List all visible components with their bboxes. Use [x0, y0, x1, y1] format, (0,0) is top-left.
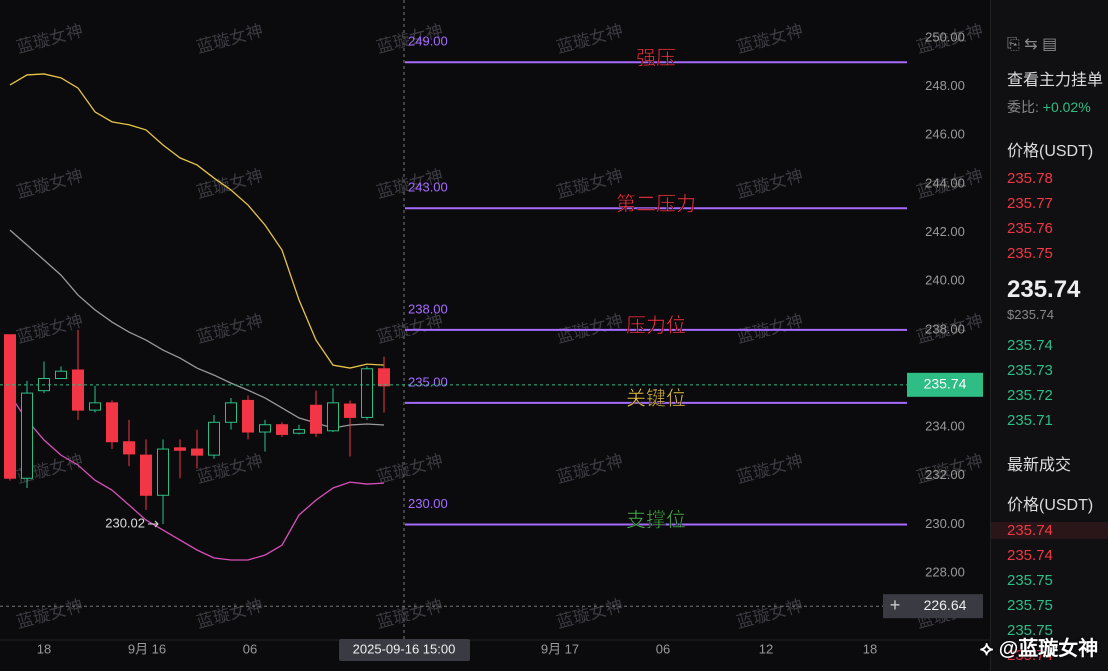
- y-tick-label: 238.00: [925, 321, 965, 336]
- candle-body: [225, 402, 237, 423]
- bid-price: 235.73: [1007, 362, 1053, 379]
- y-tick-label: 228.00: [925, 565, 965, 580]
- low-marker: 230.02: [105, 515, 145, 530]
- main-orders-link[interactable]: 查看主力挂单: [1007, 72, 1104, 89]
- y-tick-label: 242.00: [925, 224, 965, 239]
- ask-price: 235.76: [1007, 220, 1053, 237]
- candle-body: [361, 368, 373, 418]
- x-tick-label: 9月 16: [128, 641, 166, 656]
- y-tick-label: 244.00: [925, 175, 965, 190]
- candle-body: [123, 441, 135, 455]
- band-lower: [9, 394, 385, 561]
- last-price-tag: 235.74: [924, 376, 967, 392]
- candle-body: [208, 421, 220, 456]
- x-tick-label: 06: [243, 641, 257, 656]
- trades-header: 价格(USDT): [1007, 497, 1094, 514]
- y-tick-label: 234.00: [925, 419, 965, 434]
- y-tick-label: 248.00: [925, 78, 965, 93]
- price-header: 价格(USDT): [1007, 143, 1094, 160]
- trade-price: 235.74: [1007, 547, 1053, 564]
- crosshair-price: 226.64: [924, 597, 967, 613]
- y-tick-label: 232.00: [925, 467, 965, 482]
- bid-price: 235.71: [1007, 412, 1053, 429]
- ask-price: 235.75: [1007, 245, 1053, 262]
- trade-price: 235.74: [1007, 647, 1053, 664]
- level-name: 关键位: [626, 387, 686, 410]
- footer-watermark: ⟡ @蓝璇女神: [980, 638, 1099, 660]
- candle-body: [140, 454, 152, 496]
- candle-body: [344, 403, 356, 418]
- crosshair-price-bg: [907, 594, 983, 619]
- x-tick-label: 9月 17: [541, 641, 579, 656]
- footer-text: @蓝璇女神: [998, 638, 1099, 660]
- candle-body: [327, 402, 339, 432]
- y-tick-label: 246.00: [925, 127, 965, 142]
- crosshair-plus: +: [890, 595, 901, 615]
- x-tick-label: 18: [863, 641, 877, 656]
- level-price-label: 235.00: [408, 374, 448, 389]
- candle-body: [21, 392, 33, 479]
- trade-price: 235.75: [1007, 622, 1053, 639]
- last-price-tag-bg: [907, 372, 983, 397]
- last-price: 235.74: [1007, 276, 1081, 303]
- level-name: 第二压力: [616, 193, 696, 216]
- last-price-usd: $235.74: [1007, 307, 1054, 322]
- trade-price: 235.74: [991, 522, 1108, 539]
- y-tick-label: 250.00: [925, 29, 965, 44]
- crosshair-time: 2025-09-16 15:00: [353, 641, 456, 656]
- y-tick-label: 230.00: [925, 516, 965, 531]
- candle-body: [106, 402, 118, 443]
- bid-price: 235.72: [1007, 387, 1053, 404]
- level-price-label: 249.00: [408, 34, 448, 49]
- level-name: 强压: [636, 48, 676, 70]
- bid-price: 235.74: [1007, 337, 1053, 354]
- crosshair-plus-bg: [883, 594, 907, 619]
- candle-body: [191, 448, 203, 456]
- trades-tab[interactable]: 最新成交: [1007, 457, 1072, 474]
- ratio: 委比: +0.02%: [1007, 97, 1091, 117]
- candle-body: [4, 334, 16, 479]
- x-tick-label: 12: [759, 641, 773, 656]
- low-marker-arrow: [148, 520, 159, 528]
- candle-body: [157, 448, 169, 496]
- level-price-label: 230.00: [408, 496, 448, 511]
- order-book-panel: ⎘ ⇆ ▤ 查看主力挂单 委比: +0.02% 价格(USDT) 235.78 2…: [990, 0, 1108, 671]
- candle-body: [259, 424, 271, 433]
- y-tick-label: 240.00: [925, 273, 965, 288]
- chart: 蓝璇女神蓝璇女神蓝璇女神蓝璇女神蓝璇女神蓝璇女神蓝璇女神蓝璇女神蓝璇女神蓝璇女神…: [0, 0, 990, 671]
- level-price-label: 238.00: [408, 301, 448, 316]
- toolbar-icons[interactable]: ⎘ ⇆ ▤: [1007, 36, 1058, 53]
- ratio-label: 委比:: [1007, 99, 1039, 115]
- candle-body: [174, 447, 186, 451]
- crosshair-time-box: [339, 639, 470, 661]
- trade-price: 235.75: [1007, 597, 1053, 614]
- level-name: 压力位: [626, 314, 686, 337]
- ratio-value: +0.02%: [1042, 99, 1091, 115]
- candle-body: [378, 368, 390, 387]
- x-tick-label: 18: [37, 641, 51, 656]
- level-name: 支撑位: [626, 509, 686, 532]
- candle-body: [55, 370, 67, 380]
- candle-body: [242, 399, 254, 433]
- candle-body: [276, 424, 288, 435]
- level-price-label: 243.00: [408, 180, 448, 195]
- band-upper: [9, 73, 385, 369]
- ask-price: 235.77: [1007, 195, 1053, 212]
- chart-bg: [0, 0, 990, 671]
- candle-body: [89, 402, 101, 411]
- trade-price: 235.75: [1007, 572, 1053, 589]
- x-tick-label: 06: [656, 641, 670, 656]
- ask-price: 235.78: [1007, 170, 1053, 187]
- candle-body: [293, 429, 305, 434]
- candle-body: [310, 404, 322, 434]
- candle-body: [72, 369, 84, 411]
